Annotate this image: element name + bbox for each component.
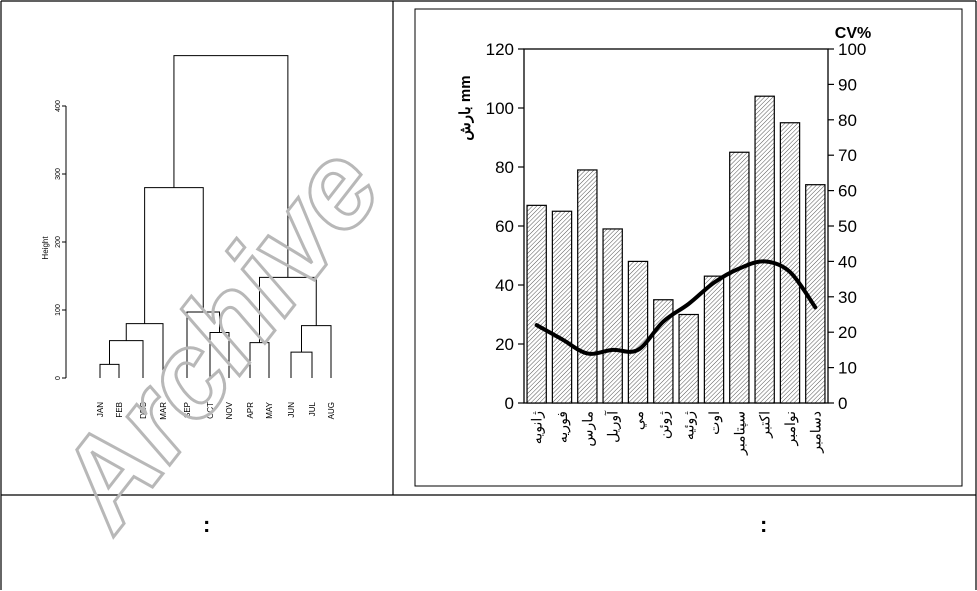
month-label: نوامبر: [782, 411, 799, 446]
right-axis-tick-label: 30: [838, 288, 857, 307]
cv-line-series: [534, 259, 818, 356]
precipitation-cv-chart: 0 20 40 60 80 100 120 0 10 20 30 40 50 60 70 80 90 100 ژا…: [457, 25, 871, 456]
dendrogram-leaf-label: NOV: [225, 401, 234, 419]
precipitation-bar: [703, 275, 725, 404]
left-axis-tick-label: 80: [495, 158, 514, 177]
dendrogram-leaf-label: FEB: [115, 402, 124, 418]
dendrogram-tick-label: 0: [55, 376, 62, 380]
precipitation-bar: [779, 122, 801, 404]
month-label: ژانویه: [529, 411, 546, 444]
right-axis-tick-label: 100: [838, 40, 866, 59]
dendrogram-tick-label: 300: [55, 168, 62, 180]
precipitation-bar: [551, 210, 573, 404]
precipitation-bar: [627, 260, 649, 404]
left-axis-tick-label: 120: [486, 40, 514, 59]
month-label: مارس: [579, 411, 596, 447]
right-axis-tick-label: 20: [838, 323, 857, 342]
right-axis-tick-label: 90: [838, 75, 857, 94]
dendrogram-leaf-label: AUG: [327, 402, 336, 419]
dendrogram-leaf-label: JUN: [287, 402, 296, 418]
precipitation-bar: [729, 151, 750, 404]
dendrogram-leaf-label: OCT: [206, 402, 215, 419]
right-axis-tick-label: 0: [838, 394, 847, 413]
dendrogram-tick-label: 400: [55, 100, 62, 112]
dendrogram-ylabel: Height: [41, 236, 50, 260]
month-label: ژوئن: [655, 411, 672, 439]
dendrogram-chart: Height 0 100 200 300 400 JAN FEB DEC MAR SEP OCT N…: [41, 55, 336, 420]
month-label: آوریل: [604, 410, 622, 443]
right-axis-tick-label: 50: [838, 217, 857, 236]
month-label: اکتبر: [757, 411, 774, 439]
dendrogram-links: [99, 55, 332, 378]
chart-axes: 0 20 40 60 80 100 120 0 10 20 30 40 50 60 70 80 90 100: [486, 40, 867, 413]
right-caption: :: [760, 512, 768, 537]
dendrogram-leaf-label: SEP: [183, 402, 192, 418]
right-axis-tick-label: 40: [838, 252, 857, 271]
month-label: سپتامبر: [731, 411, 748, 456]
precipitation-bar: [577, 169, 598, 404]
right-axis-title: CV%: [835, 25, 871, 42]
right-axis-tick-label: 10: [838, 359, 857, 378]
precipitation-bars: [526, 95, 826, 404]
left-axis-title: بارش mm: [457, 75, 474, 140]
month-label: مي: [630, 411, 646, 430]
left-axis-tick-label: 40: [495, 276, 514, 295]
left-axis-tick-label: 100: [486, 99, 514, 118]
dendrogram-leaf-label: APR: [246, 402, 255, 419]
precipitation-bar: [602, 228, 623, 404]
month-labels: ژانویه فوریه مارس آوریل مي ژوئن ژوئیه اوت سپتامب…: [529, 410, 825, 456]
right-axis-tick-label: 60: [838, 182, 857, 201]
dendrogram-y-axis: 0 100 200 300 400: [55, 100, 67, 380]
dendrogram-leaf-labels: JAN FEB DEC MAR SEP OCT NOV APR MAY JUN JUL AUG: [96, 401, 336, 419]
precipitation-bar: [754, 95, 775, 404]
dendrogram-leaf-label: JUL: [308, 401, 317, 416]
left-axis-tick-label: 0: [505, 394, 514, 413]
dendrogram-leaf-label: JAN: [96, 402, 105, 417]
dendrogram-leaf-label: MAR: [159, 402, 168, 420]
right-axis-tick-label: 70: [838, 146, 857, 165]
month-label: دسامبر: [807, 411, 824, 454]
left-caption: :: [203, 512, 211, 537]
dendrogram-tick-label: 100: [55, 304, 62, 316]
left-axis-tick-label: 60: [495, 217, 514, 236]
dendrogram-link: [173, 55, 289, 278]
left-axis-tick-label: 20: [495, 335, 514, 354]
month-label: فوریه: [554, 411, 571, 443]
dendrogram-leaf-label: DEC: [139, 402, 148, 419]
dendrogram-leaf-label: MAY: [265, 401, 274, 418]
dendrogram-tick-label: 200: [55, 236, 62, 248]
month-label: ژوئیه: [681, 411, 698, 440]
month-label: اوت: [706, 411, 723, 435]
precipitation-bar: [526, 204, 547, 404]
right-axis-tick-label: 80: [838, 111, 857, 130]
precipitation-bar: [678, 313, 699, 404]
